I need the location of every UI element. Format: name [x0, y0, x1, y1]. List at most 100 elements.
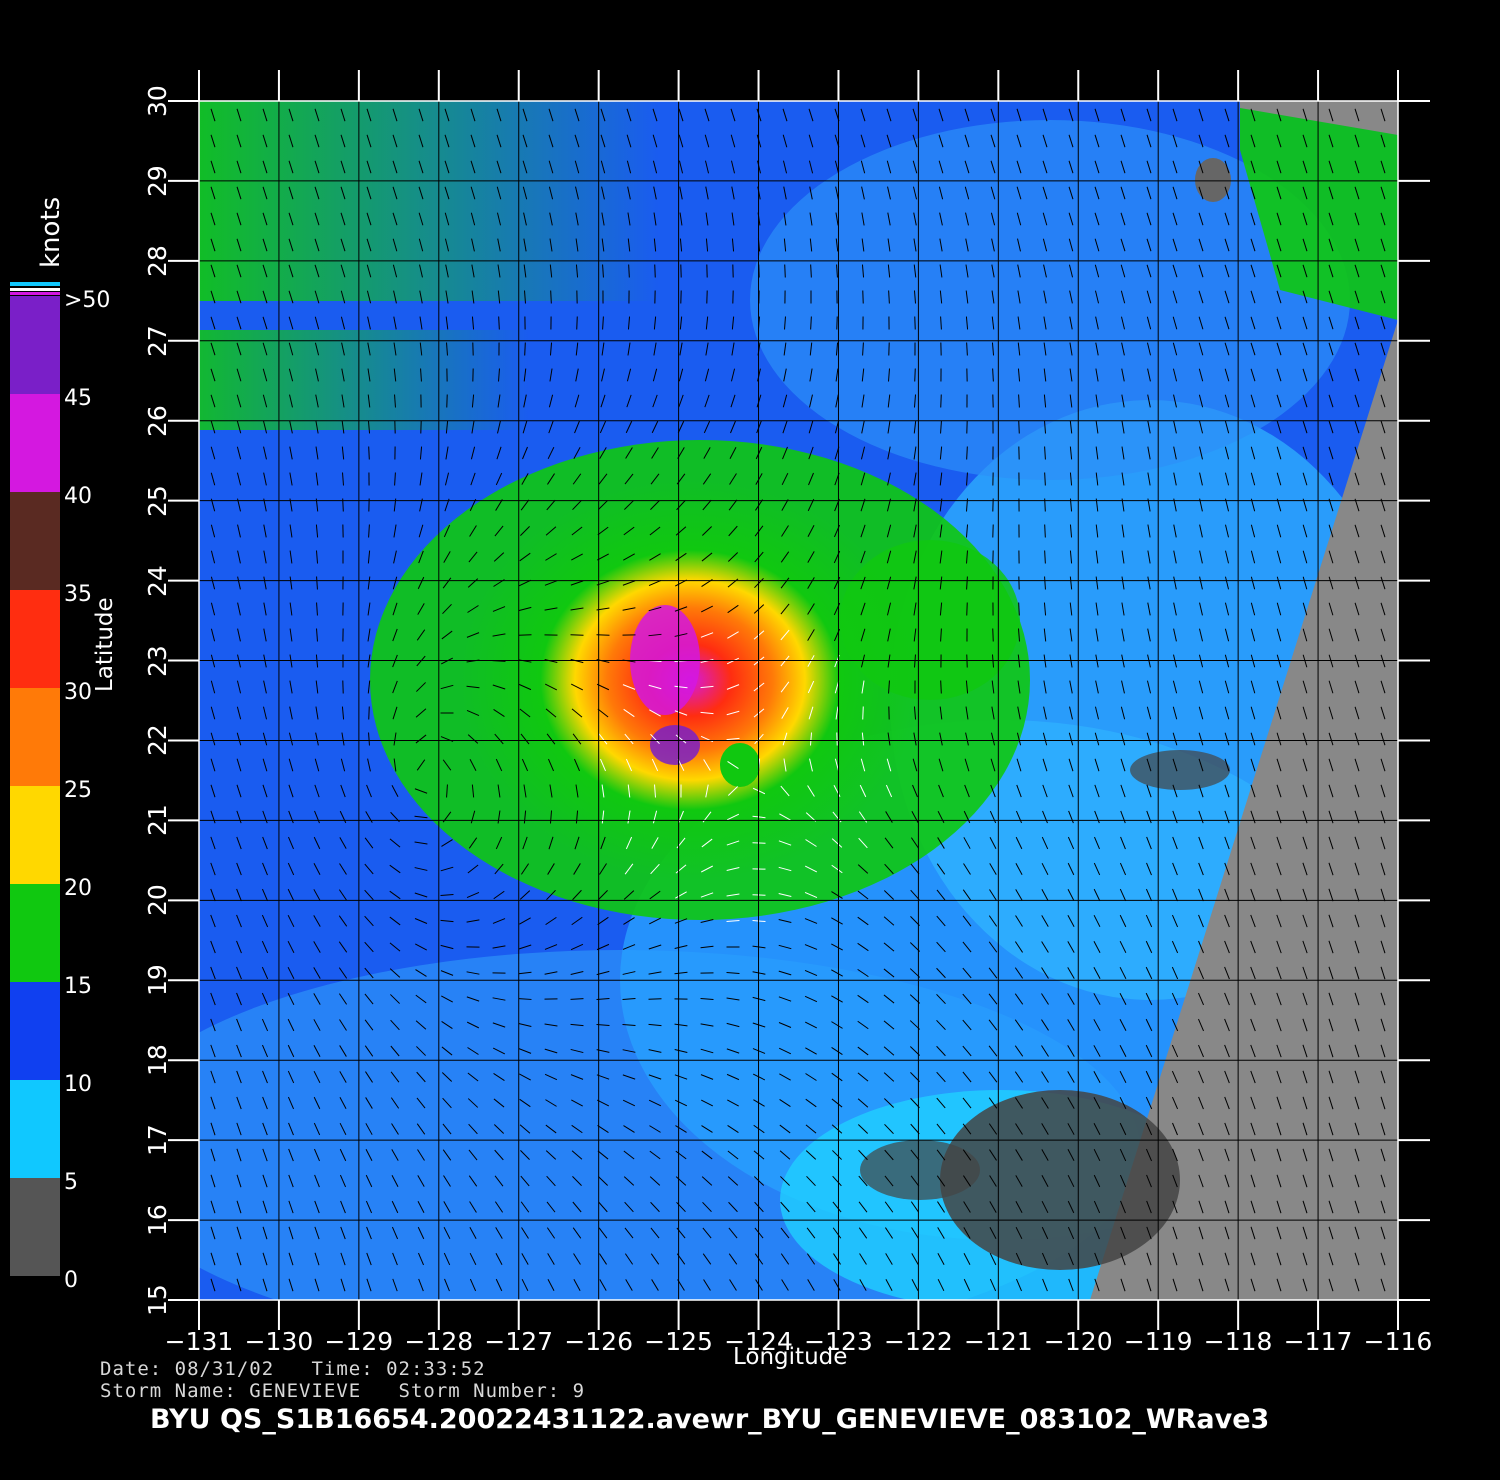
wind-vector [414, 815, 428, 819]
wind-vector [262, 1096, 268, 1110]
wind-vector [1014, 1045, 1024, 1057]
wind-vector [1119, 1096, 1127, 1110]
wind-vector [365, 1123, 373, 1135]
wind-vector [963, 1278, 971, 1292]
wind-vector [1017, 368, 1021, 382]
wind-vector [419, 472, 423, 486]
wind-vector [210, 160, 216, 174]
wind-vector [571, 553, 583, 561]
wind-vector [1380, 628, 1386, 642]
wind-vector [1145, 1148, 1153, 1162]
wind-vector [1198, 810, 1204, 824]
wind-vector [1224, 1070, 1230, 1084]
wind-vector [415, 943, 427, 951]
wind-vector [966, 446, 968, 460]
wind-vector [835, 706, 839, 720]
wind-vector [936, 1149, 946, 1161]
wind-vector [649, 709, 661, 717]
wind-vector [962, 1123, 972, 1135]
wind-vector [341, 368, 345, 382]
wind-vector [262, 394, 268, 408]
wind-vector [262, 1226, 268, 1240]
wind-vector [236, 1278, 242, 1292]
wind-vector [651, 837, 659, 849]
wind-vector [263, 628, 267, 642]
file-title: BYU QS_S1B16654.20022431122.avewr_BYU_GE… [150, 1404, 1270, 1435]
wind-vector [861, 238, 865, 252]
wind-vector [648, 684, 662, 690]
wind-vector [314, 108, 320, 122]
wind-vector [1276, 1096, 1282, 1110]
wind-vector [1017, 316, 1021, 330]
wind-vector [627, 316, 631, 330]
wind-vector [1017, 264, 1021, 278]
wind-vector [651, 447, 659, 459]
wind-vector [496, 108, 502, 122]
wind-vector [939, 238, 943, 252]
wind-vector [466, 892, 480, 898]
wind-vector [262, 732, 268, 746]
wind-vector [651, 1279, 659, 1291]
x-tick-label: −119 [1123, 1327, 1193, 1356]
wind-vector [1354, 186, 1360, 200]
wind-vector [1276, 264, 1282, 278]
wind-vector [210, 758, 216, 772]
wind-vector [441, 630, 453, 640]
wind-vector [1198, 784, 1204, 798]
wind-vector [1276, 290, 1282, 304]
wind-vector [1302, 472, 1308, 486]
wind-vector [1302, 758, 1308, 772]
wind-vector [913, 264, 917, 278]
wind-vector [419, 290, 423, 304]
wind-vector [622, 1049, 636, 1053]
wind-vector [1171, 914, 1179, 928]
wind-vector [780, 1176, 790, 1186]
wind-vector [1224, 602, 1230, 616]
wind-vector [1328, 446, 1334, 460]
wind-vector [417, 1252, 425, 1266]
wind-vector [444, 1278, 450, 1292]
wind-vector [1015, 889, 1023, 901]
wind-vector [392, 628, 398, 642]
wind-vector [365, 1071, 373, 1083]
y-tick-label: 27 [143, 324, 172, 357]
wind-vector [861, 186, 865, 200]
wind-vector [1041, 1123, 1049, 1135]
wind-vector [366, 134, 372, 148]
wind-vector [627, 212, 631, 226]
wind-vector [1068, 810, 1074, 824]
wind-vector [835, 342, 839, 356]
wind-vector [781, 525, 789, 537]
wind-vector [809, 342, 813, 356]
wind-vector [1119, 940, 1127, 954]
wind-vector [886, 550, 892, 564]
wind-vector [810, 264, 812, 278]
wind-vector [287, 1044, 295, 1058]
wind-vector [1224, 1174, 1230, 1188]
wind-vector [726, 866, 740, 872]
wind-vector [726, 1073, 740, 1081]
wind-vector [262, 342, 268, 356]
wind-vector [1018, 602, 1020, 616]
wind-vector [1380, 1018, 1386, 1032]
wind-vector [548, 186, 554, 200]
wind-vector [1380, 602, 1386, 616]
wind-vector [392, 1252, 398, 1266]
wind-vector [989, 1201, 997, 1213]
wind-vector [859, 1279, 867, 1291]
wind-vector [1354, 108, 1360, 122]
wind-vector [1276, 784, 1282, 798]
wind-vector [523, 394, 527, 408]
wind-vector [1328, 862, 1334, 876]
wind-vector [494, 1175, 504, 1187]
wind-vector [1094, 706, 1100, 720]
wind-vector [653, 316, 657, 330]
wind-vector [622, 1099, 636, 1107]
wind-vector [1121, 602, 1125, 616]
wind-vector [210, 1122, 216, 1136]
wind-vector [389, 838, 401, 848]
wind-vector [444, 160, 450, 174]
wind-vector [365, 1097, 373, 1109]
wind-vector [831, 864, 843, 874]
wind-vector [493, 552, 505, 562]
